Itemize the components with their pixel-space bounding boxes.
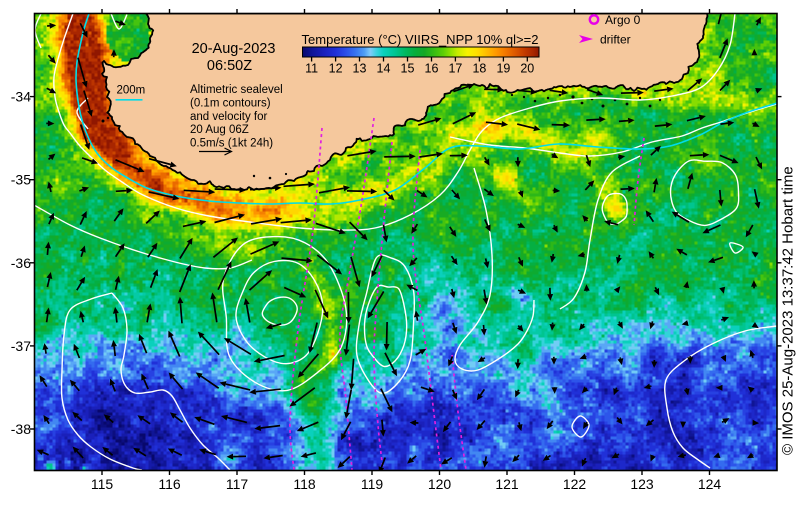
svg-text:Argo 0: Argo 0 [605, 13, 641, 27]
svg-text:Temperature (°C) VIIRS_NPP 10%: Temperature (°C) VIIRS_NPP 10% ql>=2 [302, 32, 539, 47]
svg-text:123: 123 [630, 476, 654, 492]
svg-text:drifter: drifter [600, 33, 631, 47]
svg-text:200m: 200m [117, 85, 146, 97]
svg-text:19: 19 [496, 62, 510, 76]
svg-text:12: 12 [329, 62, 343, 76]
svg-text:14: 14 [377, 62, 391, 76]
svg-text:118: 118 [293, 476, 316, 492]
svg-text:117: 117 [226, 476, 249, 492]
svg-text:© IMOS 25-Aug-2023 13:37:42 Ho: © IMOS 25-Aug-2023 13:37:42 Hobart time [780, 166, 797, 455]
svg-text:20 Aug 06Z: 20 Aug 06Z [190, 124, 249, 136]
svg-text:115: 115 [91, 476, 114, 492]
svg-text:-37: -37 [11, 338, 31, 354]
svg-text:15: 15 [401, 62, 415, 76]
svg-text:124: 124 [698, 476, 722, 492]
svg-text:-34: -34 [11, 89, 31, 105]
svg-text:-35: -35 [11, 172, 31, 188]
svg-text:116: 116 [158, 476, 181, 492]
svg-text:06:50Z: 06:50Z [207, 58, 252, 74]
svg-text:(0.1m contours): (0.1m contours) [190, 97, 271, 109]
svg-text:Altimetric sealevel: Altimetric sealevel [190, 84, 283, 96]
svg-text:11: 11 [305, 62, 318, 76]
svg-text:120: 120 [428, 476, 452, 492]
svg-text:13: 13 [353, 62, 367, 76]
svg-text:20: 20 [520, 62, 534, 76]
svg-text:and velocity for: and velocity for [190, 111, 268, 123]
svg-text:-36: -36 [11, 255, 31, 271]
svg-text:0.5m/s (1kt 24h): 0.5m/s (1kt 24h) [190, 138, 273, 150]
svg-text:16: 16 [425, 62, 439, 76]
svg-text:-38: -38 [11, 421, 31, 437]
svg-text:119: 119 [361, 476, 384, 492]
svg-text:18: 18 [472, 62, 486, 76]
svg-text:122: 122 [563, 476, 587, 492]
svg-text:17: 17 [448, 62, 462, 76]
svg-text:121: 121 [495, 476, 519, 492]
svg-text:20-Aug-2023: 20-Aug-2023 [192, 41, 276, 57]
